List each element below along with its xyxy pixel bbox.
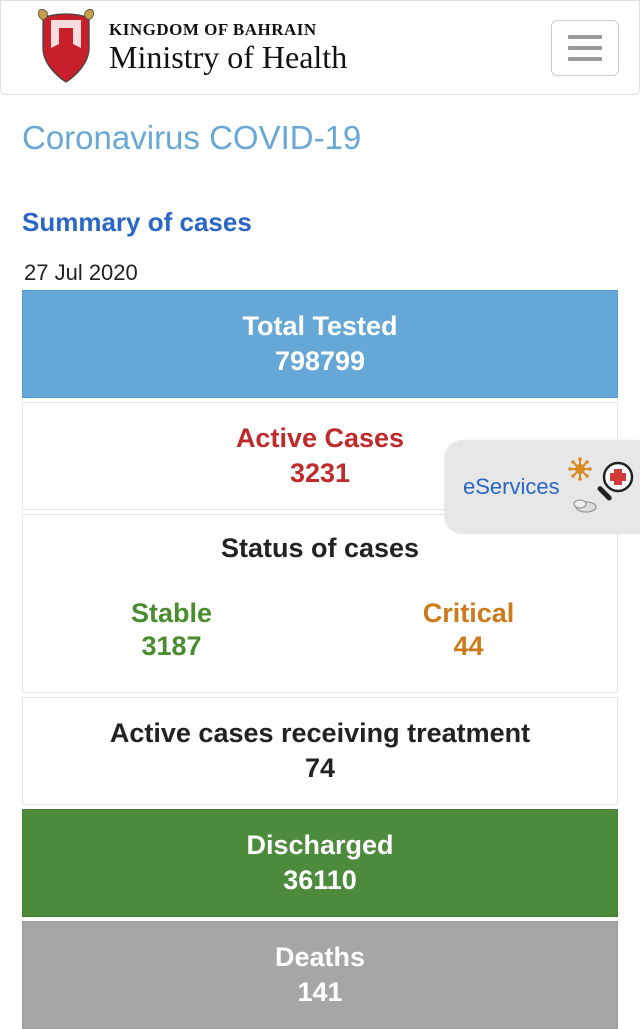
critical-column: Critical 44 [320, 598, 617, 662]
main-content: Coronavirus COVID-19 Summary of cases 27… [0, 95, 640, 1029]
crest-icon [31, 8, 101, 88]
critical-value: 44 [453, 631, 483, 662]
treatment-label: Active cases receiving treatment [110, 718, 530, 749]
summary-cards: Total Tested 798799 Active Cases 3231 St… [22, 290, 618, 1029]
eservices-icon [564, 457, 636, 517]
critical-label: Critical [423, 598, 515, 629]
card-receiving-treatment: Active cases receiving treatment 74 [22, 697, 618, 805]
discharged-value: 36110 [283, 865, 357, 896]
hamburger-menu-button[interactable] [551, 20, 619, 76]
hamburger-line-icon [568, 35, 602, 39]
active-value: 3231 [290, 458, 350, 489]
card-status-of-cases: Status of cases Stable 3187 Critical 44 [22, 514, 618, 693]
tested-label: Total Tested [242, 311, 397, 342]
kingdom-label: KINGDOM OF BAHRAIN [109, 20, 347, 40]
discharged-label: Discharged [246, 830, 393, 861]
brand-text: KINGDOM OF BAHRAIN Ministry of Health [109, 20, 347, 75]
active-label: Active Cases [236, 423, 404, 454]
page-title: Coronavirus COVID-19 [22, 119, 618, 157]
card-discharged: Discharged 36110 [22, 809, 618, 917]
deaths-value: 141 [297, 977, 342, 1008]
status-title: Status of cases [221, 533, 419, 564]
eservices-label: eServices [463, 474, 560, 500]
stable-value: 3187 [141, 631, 201, 662]
report-date: 27 Jul 2020 [24, 260, 618, 286]
brand: KINGDOM OF BAHRAIN Ministry of Health [31, 8, 347, 88]
hamburger-line-icon [568, 57, 602, 61]
status-columns: Stable 3187 Critical 44 [23, 598, 617, 662]
stable-label: Stable [131, 598, 212, 629]
ministry-label: Ministry of Health [109, 40, 347, 75]
eservices-button[interactable]: eServices [445, 440, 640, 534]
deaths-label: Deaths [275, 942, 365, 973]
section-title: Summary of cases [22, 207, 618, 238]
treatment-value: 74 [305, 753, 335, 784]
hamburger-line-icon [568, 46, 602, 50]
navbar: KINGDOM OF BAHRAIN Ministry of Health [0, 0, 640, 95]
card-deaths: Deaths 141 [22, 921, 618, 1029]
stable-column: Stable 3187 [23, 598, 320, 662]
card-total-tested: Total Tested 798799 [22, 290, 618, 398]
tested-value: 798799 [275, 346, 365, 377]
